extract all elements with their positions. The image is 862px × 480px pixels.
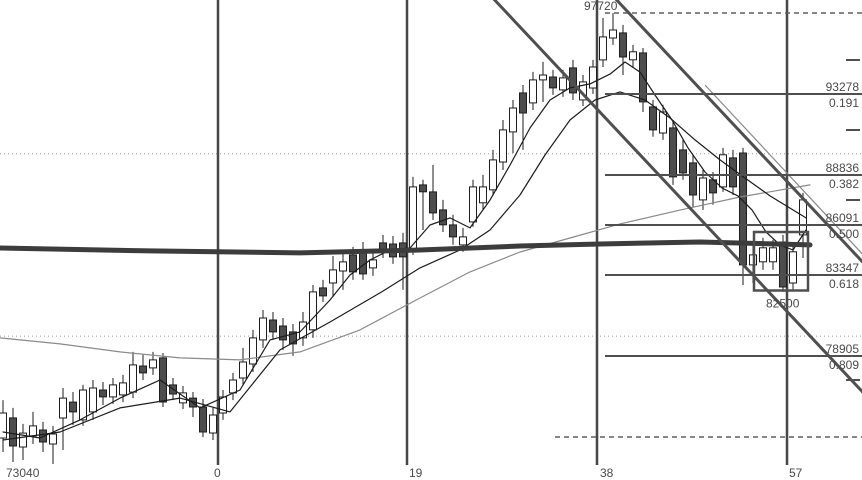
fib-ratio-label: 0.618: [829, 277, 859, 291]
candle-bearish: [779, 241, 787, 288]
x-axis-label: 19: [409, 466, 423, 480]
fib-ratio-label: 0.809: [829, 358, 859, 372]
candle-bullish: [589, 66, 597, 89]
candle-bullish: [209, 414, 217, 434]
candle-bearish: [419, 184, 427, 193]
candle-bullish: [149, 359, 157, 369]
candle-bullish: [339, 261, 347, 272]
x-axis-label: 38: [600, 466, 614, 480]
candle-bearish: [289, 331, 297, 345]
candle-bullish: [769, 247, 777, 263]
x-axis-label: 0: [214, 466, 221, 480]
candle-bearish: [739, 152, 747, 266]
x-axis-label: 73040: [6, 466, 40, 480]
candle-bearish: [319, 287, 327, 297]
candle-bearish: [449, 224, 457, 238]
candle-bullish: [529, 79, 537, 104]
fib-price-label: 78905: [826, 342, 860, 356]
candle-bullish: [119, 382, 127, 396]
box-price-label: 82500: [766, 297, 800, 311]
trendline-channel-inner-thin[interactable]: [704, 84, 862, 260]
candle-bearish: [669, 127, 677, 178]
candle-bullish: [479, 186, 487, 204]
candle-bullish: [29, 425, 37, 437]
trendline-channel-upper[interactable]: [490, 0, 862, 402]
candle-bullish: [629, 51, 637, 61]
candle-bullish: [59, 397, 67, 419]
thick-ma-line: [0, 239, 813, 256]
candle-bullish: [499, 129, 507, 163]
candle-bearish: [349, 254, 357, 273]
candle-bearish: [199, 406, 207, 433]
fib-price-label: 93278: [826, 80, 860, 94]
candle-bullish: [329, 269, 337, 284]
fib-ratio-label: 0.191: [829, 96, 859, 110]
slow-gray-ma-line: [0, 184, 811, 361]
candle-bullish: [559, 77, 567, 91]
candle-bearish: [139, 365, 147, 374]
candle-bullish: [259, 317, 267, 341]
candle-bearish: [649, 106, 657, 131]
candle-bearish: [619, 32, 627, 58]
candle-bullish: [759, 247, 767, 263]
candle-bearish: [429, 191, 437, 214]
candle-bullish: [789, 251, 797, 284]
candle-bullish: [509, 107, 517, 133]
candle-bullish: [609, 29, 617, 39]
candle-bullish: [129, 364, 137, 393]
candle-bullish: [369, 259, 377, 269]
candle-bullish: [109, 384, 117, 398]
candle-bearish: [439, 209, 447, 226]
candle-bullish: [79, 389, 87, 421]
candle-bullish: [599, 36, 607, 61]
candle-bearish: [679, 149, 687, 174]
candle-bullish: [409, 186, 417, 251]
candle-bullish: [469, 186, 477, 223]
candle-bullish: [489, 159, 497, 191]
candle-bearish: [269, 319, 277, 333]
candle-bearish: [99, 389, 107, 398]
candle-bullish: [719, 154, 727, 188]
fib-price-label: 88836: [826, 161, 860, 175]
fib-price-label: 86091: [826, 211, 860, 225]
candle-bearish: [9, 417, 17, 447]
candle-bullish: [239, 361, 247, 379]
fib-price-label: 83347: [826, 261, 860, 275]
candle-bearish: [549, 76, 557, 89]
trendline-channel-lower[interactable]: [612, 0, 862, 272]
fib-high-price-label: 97720: [584, 0, 618, 13]
candle-bullish: [19, 432, 27, 448]
candle-bullish: [229, 379, 237, 394]
candle-bullish: [659, 111, 667, 134]
fib-ratio-label: 0.500: [829, 227, 859, 241]
candle-bullish: [89, 387, 97, 413]
x-axis-label: 57: [789, 466, 803, 480]
candle-bearish: [689, 162, 697, 196]
candle-bullish: [459, 236, 467, 246]
candle-bearish: [69, 401, 77, 413]
candle-bullish: [249, 337, 257, 365]
candle-bullish: [0, 412, 7, 439]
candle-bearish: [519, 92, 527, 114]
candle-bearish: [729, 157, 737, 188]
candle-bullish: [699, 177, 707, 201]
fib-ratio-label: 0.382: [829, 177, 859, 191]
candle-bearish: [279, 325, 287, 341]
consolidation-box[interactable]: [752, 230, 810, 292]
medium-ma-line: [2, 91, 807, 441]
candle-bullish: [49, 433, 57, 445]
candle-bullish: [539, 74, 547, 81]
candle-bullish: [299, 321, 307, 339]
candle-bullish: [309, 291, 317, 331]
candlestick-series: [0, 13, 807, 464]
fast-ma-line: [2, 61, 807, 439]
